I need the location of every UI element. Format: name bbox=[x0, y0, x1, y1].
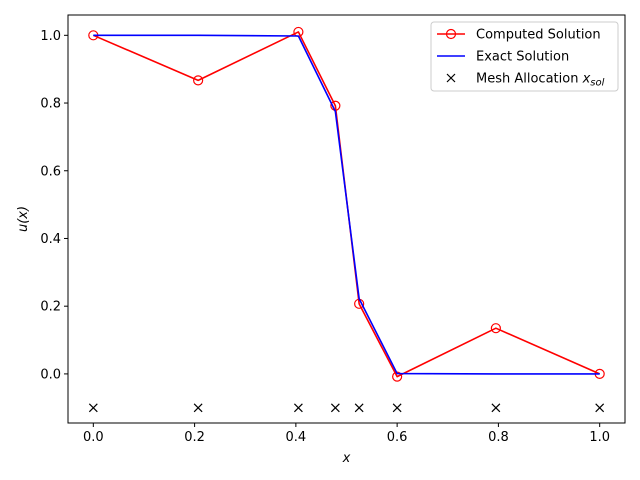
legend-marker bbox=[445, 28, 457, 40]
axis-ticks: 0.0 0.2 0.4 0.6 0.8 1.0 0.0 0.2 0.4 0.6 0.8 1.0 bbox=[40, 29, 610, 445]
x-tick-label: 0.4 bbox=[286, 430, 307, 445]
data-point bbox=[392, 403, 402, 413]
legend-label: Mesh Allocation xsol bbox=[476, 72, 605, 89]
y-tick-label: 1.0 bbox=[40, 29, 61, 44]
y-tick-label: 0.2 bbox=[40, 300, 61, 315]
legend-entry-computed-solution: Computed Solution bbox=[437, 28, 601, 43]
data-point bbox=[293, 403, 303, 413]
data-point bbox=[193, 75, 204, 86]
plot-area bbox=[88, 26, 605, 413]
data-point bbox=[354, 403, 364, 413]
y-tick-label: 0.8 bbox=[40, 97, 61, 112]
axes-frame bbox=[67, 14, 626, 424]
legend-entry-exact-solution: Exact Solution bbox=[437, 50, 569, 65]
legend-label-text: Mesh Allocation bbox=[476, 72, 583, 87]
x-tick-label: 0.0 bbox=[83, 430, 104, 445]
y-tick-label: 0.0 bbox=[40, 367, 61, 382]
y-tick-label: 0.6 bbox=[40, 164, 61, 179]
series-line bbox=[93, 34, 600, 375]
x-tick-label: 0.2 bbox=[184, 430, 205, 445]
x-tick-label: 0.6 bbox=[387, 430, 408, 445]
series-exact-solution bbox=[93, 34, 600, 375]
legend-marker bbox=[446, 73, 456, 83]
y-axis-label: u(x) bbox=[16, 206, 31, 232]
legend-label: Exact Solution bbox=[476, 50, 569, 65]
data-point bbox=[491, 403, 501, 413]
data-point bbox=[88, 403, 98, 413]
legend-label-variable: x bbox=[582, 72, 591, 87]
data-point bbox=[490, 323, 501, 334]
x-tick-label: 1.0 bbox=[589, 430, 610, 445]
legend-entry-mesh-allocation-x-sol: Mesh Allocation xsol bbox=[446, 72, 605, 89]
legend-box bbox=[430, 21, 619, 92]
x-axis-label: x bbox=[342, 451, 351, 466]
legend-label-subscript: sol bbox=[590, 78, 604, 89]
series-mesh-allocation-x-sol bbox=[88, 403, 605, 413]
legend: Computed Solution Exact Solution Mesh Allo… bbox=[430, 21, 619, 92]
x-tick-label: 0.8 bbox=[488, 430, 509, 445]
data-point bbox=[595, 403, 605, 413]
data-point bbox=[330, 403, 340, 413]
data-point bbox=[193, 403, 203, 413]
legend-label: Computed Solution bbox=[476, 28, 601, 43]
y-tick-label: 0.4 bbox=[40, 232, 61, 247]
